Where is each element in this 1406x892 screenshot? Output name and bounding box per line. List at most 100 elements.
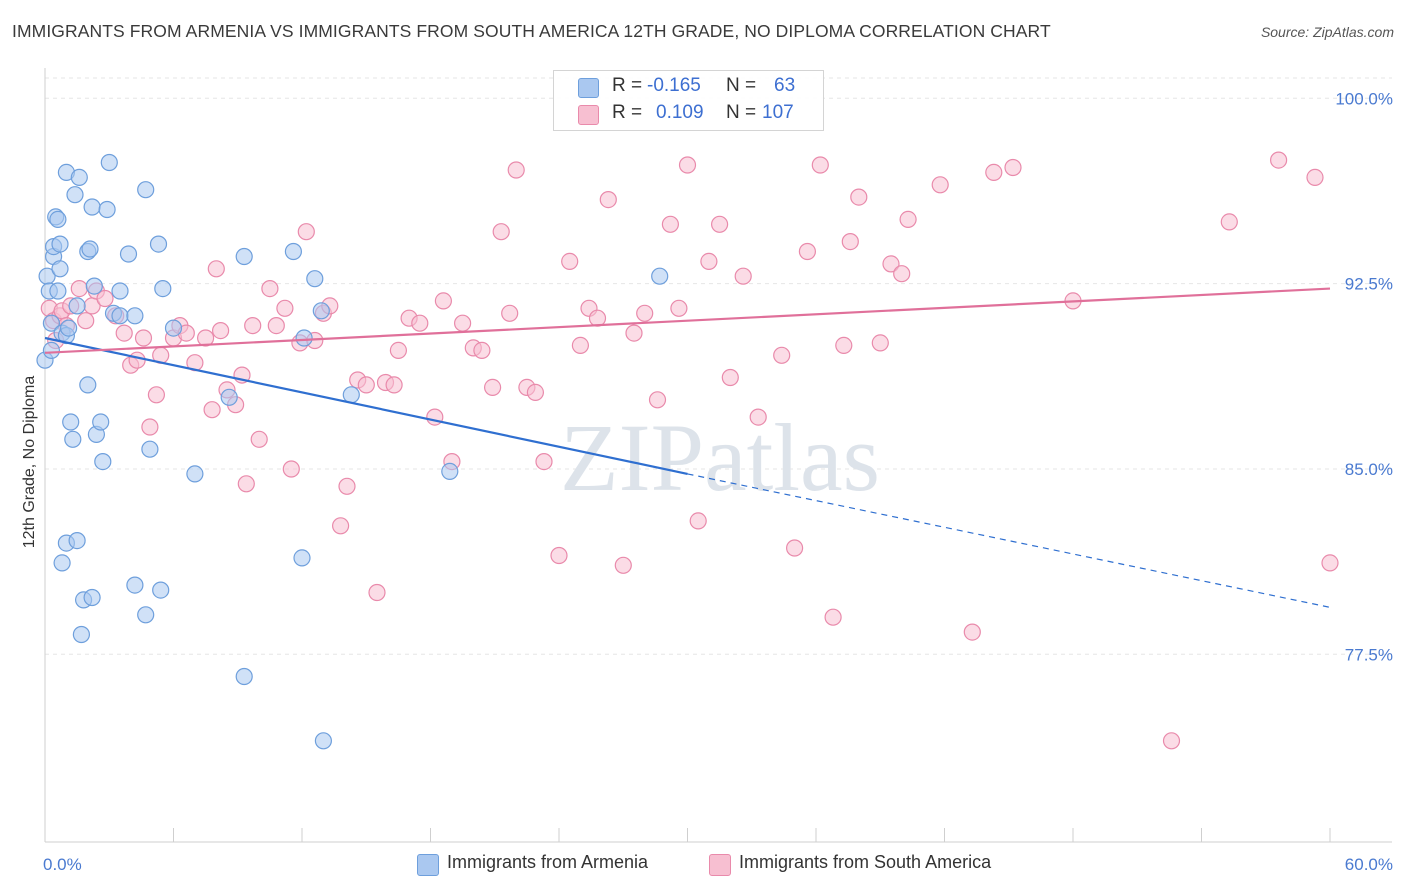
south-america-point	[871, 334, 889, 352]
gridlines	[45, 77, 1392, 655]
armenia-swatch	[578, 78, 599, 98]
armenia-point	[126, 576, 144, 594]
south-america-point	[700, 252, 718, 270]
armenia-point	[68, 297, 86, 315]
south-america-point	[338, 477, 356, 495]
south-america-point	[70, 280, 88, 298]
r-label: R =	[612, 102, 643, 123]
armenia-point	[62, 413, 80, 431]
n-label: N =	[726, 102, 757, 123]
armenia-point	[72, 625, 91, 644]
south-america-point	[811, 156, 829, 174]
south-america-point	[434, 292, 452, 310]
south-america-point	[411, 314, 429, 332]
armenia-point	[66, 186, 84, 204]
south-america-point	[614, 556, 632, 574]
south-america-point	[250, 430, 268, 448]
armenia-point	[293, 549, 311, 567]
south-america-point	[212, 322, 230, 340]
south-america-point	[203, 401, 221, 419]
armenia-point	[295, 329, 313, 347]
armenia-point	[42, 314, 61, 332]
armenia-point	[59, 319, 78, 337]
south-america-point	[550, 546, 568, 565]
armenia-point	[49, 210, 67, 228]
armenia-point	[64, 430, 82, 448]
south-america-point	[636, 304, 654, 322]
south-america-point	[134, 329, 153, 347]
armenia-point	[235, 247, 253, 266]
n-label: N =	[726, 75, 757, 96]
south-america-point	[599, 191, 617, 209]
south-america-point	[661, 215, 680, 233]
south-america-point	[678, 156, 697, 174]
tick-labels: 77.5% 85.0% 92.5% 100.0% 0.0% 60.0%	[43, 89, 1393, 874]
source-label: Source: ZipAtlas.com	[1260, 24, 1394, 40]
armenia-point	[85, 277, 103, 295]
armenia-point	[284, 242, 302, 261]
armenia-point	[111, 307, 129, 325]
south-america-point	[721, 368, 739, 387]
south-america-point	[985, 163, 1003, 181]
south-america-point	[297, 223, 315, 241]
south-america-point	[492, 223, 510, 241]
armenia-point	[119, 245, 138, 263]
y-tick-label: 92.5%	[1345, 275, 1393, 294]
armenia-point	[154, 280, 172, 298]
south-america-point	[141, 418, 159, 436]
armenia-point	[441, 462, 459, 480]
south-america-point	[115, 324, 133, 342]
legend-label: Immigrants from South America	[739, 852, 992, 872]
south-america-point	[749, 408, 767, 426]
south-america-point	[899, 210, 917, 228]
south-america-point	[197, 329, 215, 347]
south-america-point	[454, 314, 472, 332]
south-america-point	[835, 336, 853, 354]
armenia-point	[42, 341, 61, 359]
south-america-swatch	[578, 105, 599, 125]
south-america-point	[244, 317, 262, 335]
armenia-point	[94, 453, 112, 471]
data-points	[36, 151, 1339, 750]
south-america-point	[368, 583, 386, 602]
south-america-trend-line	[44, 287, 1331, 354]
south-america-point	[128, 351, 146, 369]
armenia-point	[83, 588, 101, 607]
armenia-trend-line	[44, 336, 688, 475]
south-america-point	[850, 188, 868, 206]
south-america-point	[882, 255, 900, 273]
south-america-point	[507, 161, 525, 179]
x-tick-label: 0.0%	[43, 855, 82, 874]
south-america-point	[77, 312, 95, 330]
series-legend: Immigrants from Armenia Immigrants from …	[0, 852, 1406, 878]
armenia-point	[98, 200, 116, 219]
south-america-point	[1306, 168, 1324, 186]
chart-title: IMMIGRANTS FROM ARMENIA VS IMMIGRANTS FR…	[12, 21, 1051, 41]
legend-label: Immigrants from Armenia	[447, 852, 649, 872]
south-america-point	[670, 299, 688, 317]
south-america-point	[276, 299, 294, 317]
armenia-point	[342, 386, 360, 404]
south-america-point	[282, 460, 300, 478]
y-tick-label: 85.0%	[1345, 460, 1393, 479]
south-america-point	[571, 336, 590, 354]
south-america-point	[710, 215, 729, 233]
south-america-swatch	[709, 854, 731, 876]
armenia-point	[68, 531, 86, 550]
south-america-point	[893, 265, 911, 283]
r-value: 0.109	[656, 102, 704, 123]
south-america-point	[1004, 158, 1022, 177]
axes	[44, 68, 1392, 843]
south-america-point	[689, 512, 707, 530]
armenia-point	[126, 307, 144, 325]
armenia-point	[100, 153, 118, 172]
south-america-point	[561, 252, 579, 270]
south-america-point	[147, 386, 165, 404]
south-america-point	[267, 317, 285, 335]
armenia-swatch	[417, 854, 439, 876]
armenia-point	[70, 168, 88, 186]
armenia-point	[83, 198, 101, 216]
south-america-point	[535, 453, 553, 471]
y-axis-label: 12th Grade, No Diploma	[21, 375, 38, 549]
